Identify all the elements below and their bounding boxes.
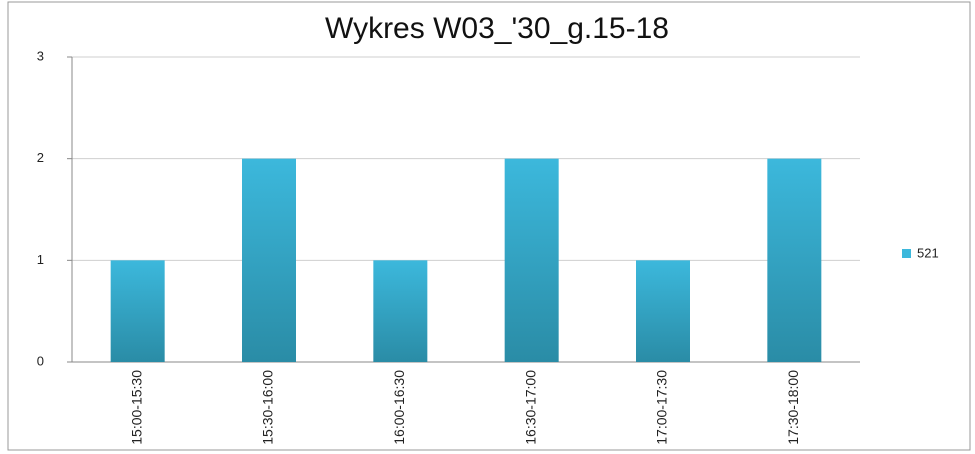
bar bbox=[504, 158, 559, 362]
bar bbox=[767, 158, 822, 362]
chart-frame bbox=[7, 1, 971, 451]
y-tick-label: 2 bbox=[37, 150, 44, 165]
legend-label: 521 bbox=[917, 245, 939, 260]
bar bbox=[110, 260, 165, 362]
bar bbox=[636, 260, 690, 362]
chart-title: Wykres W03_'30_g.15-18 bbox=[325, 12, 669, 45]
legend-swatch bbox=[902, 249, 911, 258]
y-tick-label: 3 bbox=[37, 48, 44, 63]
x-tick-label: 15:30-16:00 bbox=[260, 370, 276, 445]
x-tick-label: 16:30-17:00 bbox=[522, 370, 538, 445]
bar bbox=[242, 158, 296, 362]
x-tick-label: 17:00-17:30 bbox=[654, 370, 670, 445]
y-tick-label: 0 bbox=[37, 353, 44, 368]
x-tick-label: 17:30-18:00 bbox=[785, 370, 801, 445]
bar bbox=[373, 260, 428, 362]
y-tick-label: 1 bbox=[37, 252, 44, 267]
x-tick-label: 15:00-15:30 bbox=[128, 370, 144, 445]
x-tick-label: 16:00-16:30 bbox=[391, 370, 407, 445]
